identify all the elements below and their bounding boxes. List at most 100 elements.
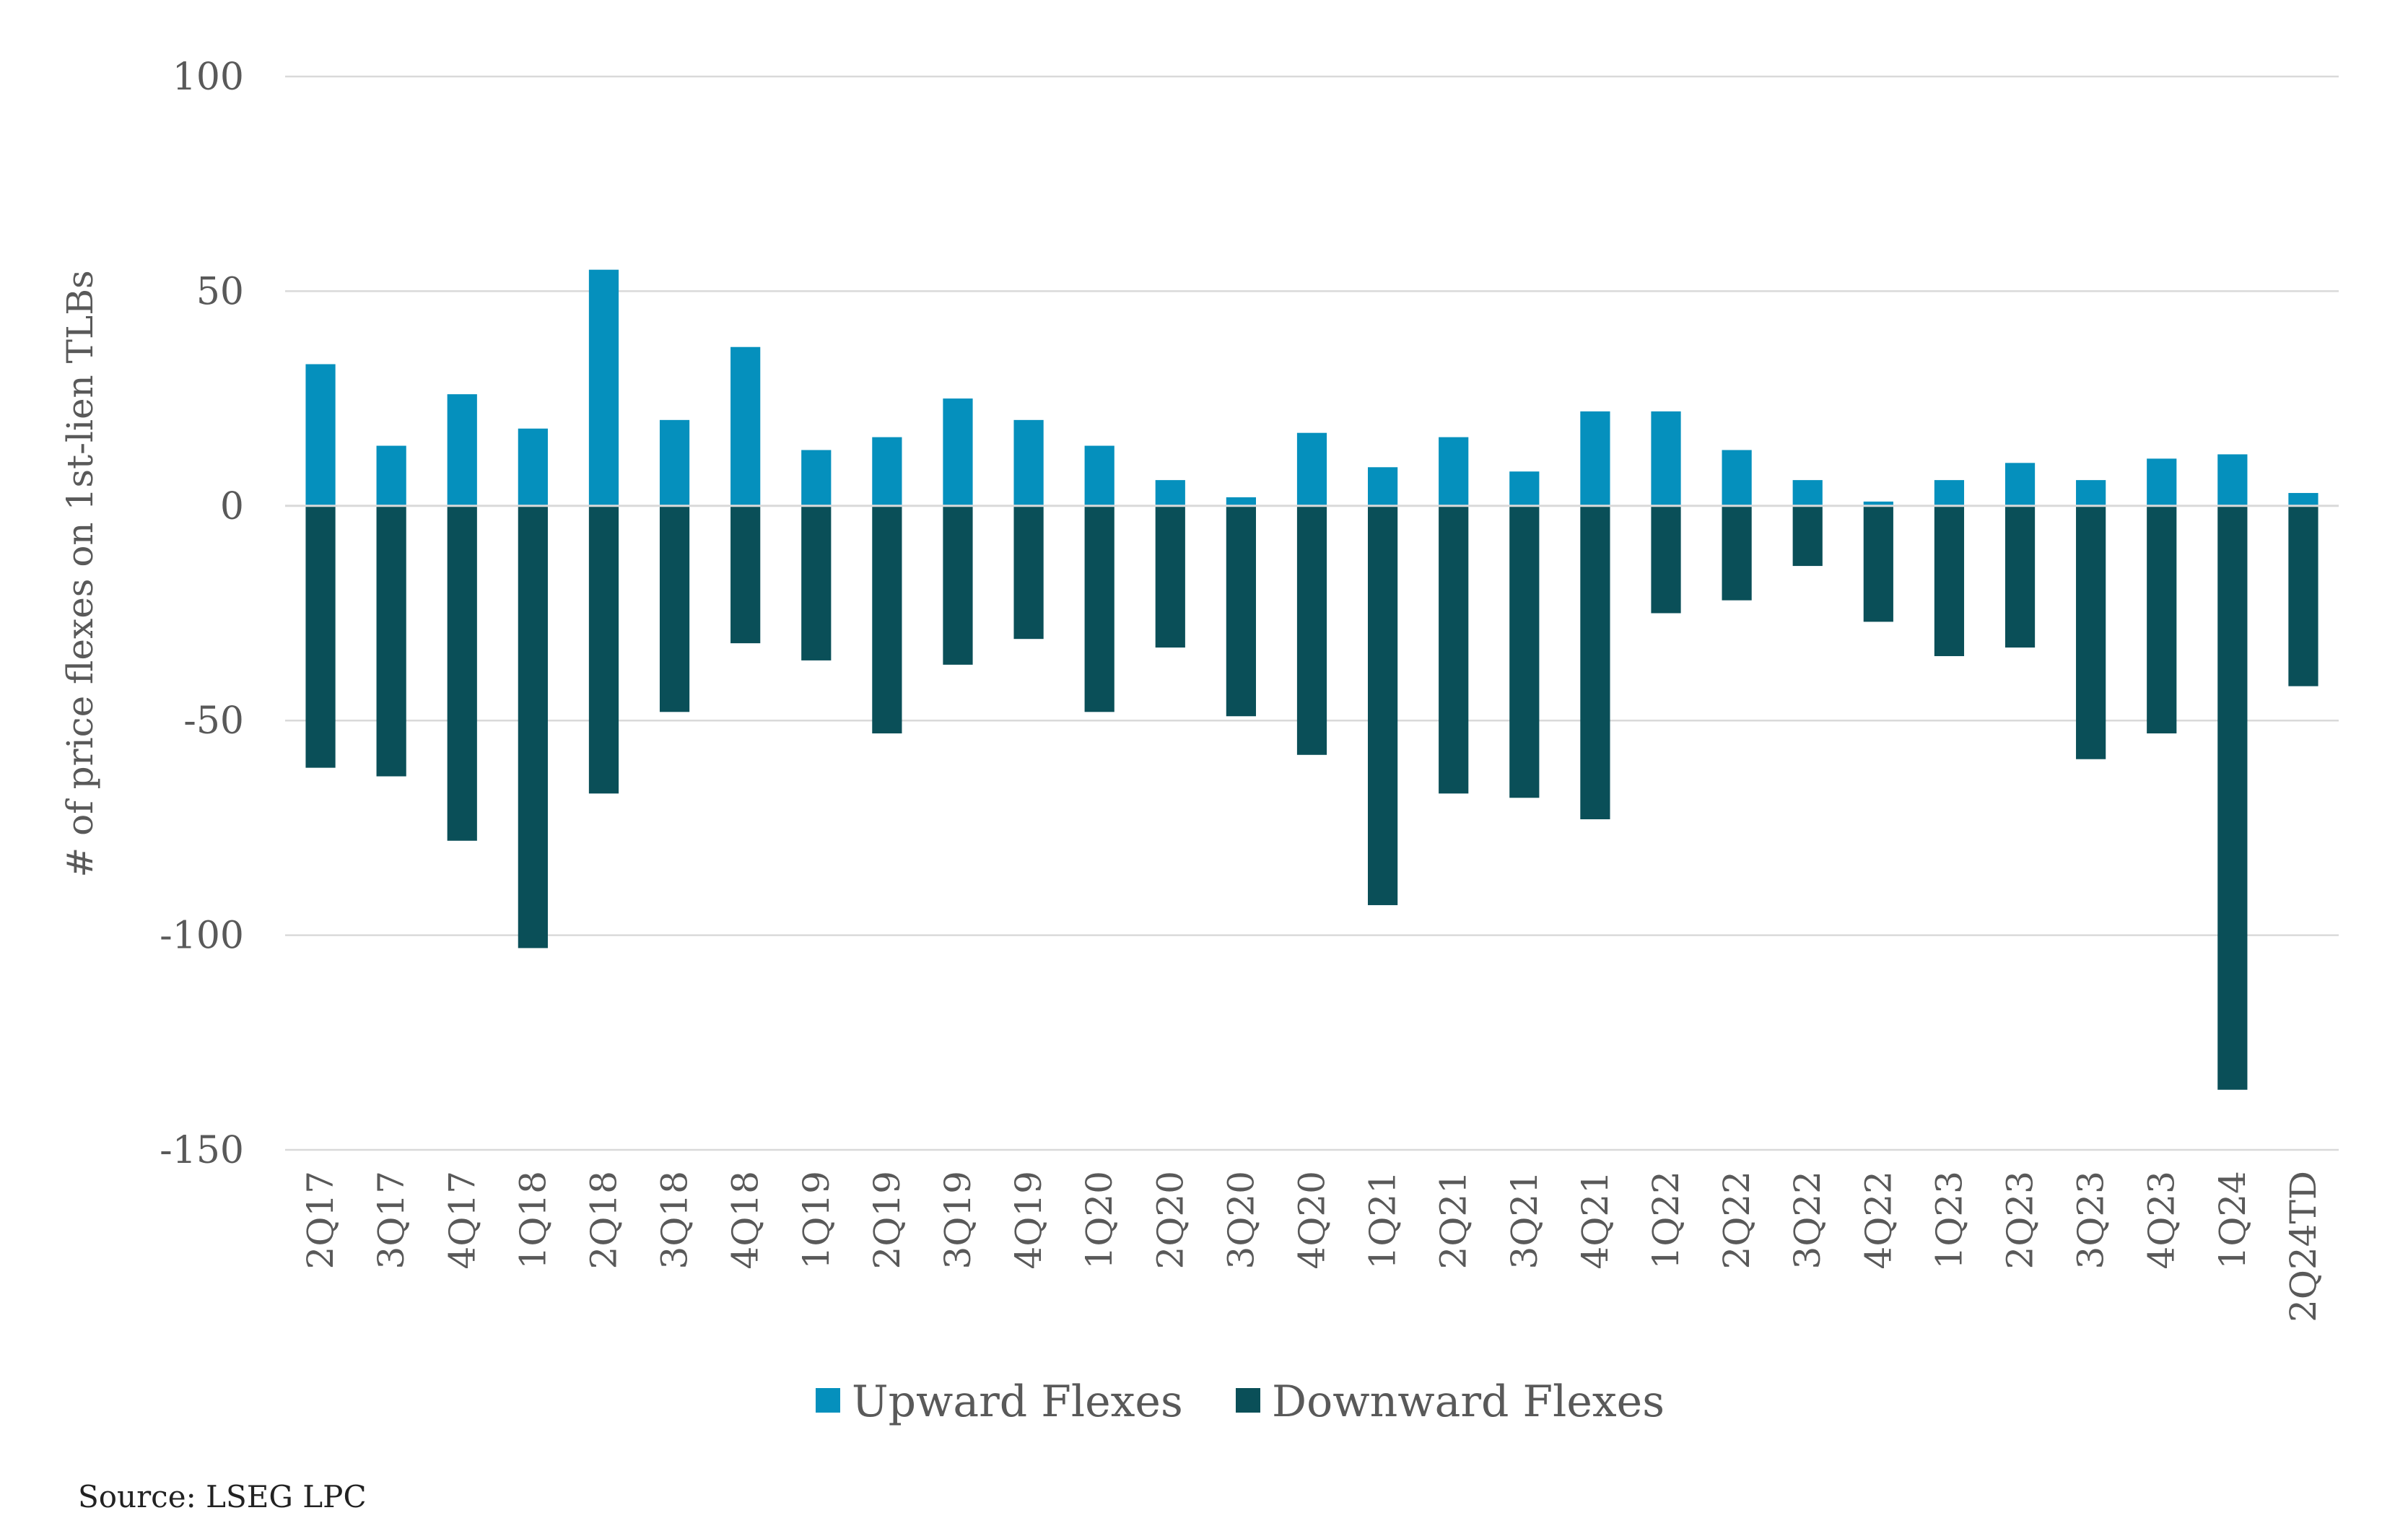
bar-downward-2Q18 (588, 505, 619, 794)
bar-downward-1Q24 (2217, 505, 2248, 1090)
legend-label-downward: Downward Flexes (1272, 1377, 1665, 1427)
bar-upward-2Q19 (872, 437, 902, 506)
bar-upward-1Q22 (1651, 411, 1681, 506)
x-category-label: 4Q21 (1574, 1171, 1616, 1269)
legend-label-upward: Upward Flexes (852, 1377, 1183, 1427)
x-category-label: 3Q23 (2070, 1171, 2112, 1269)
y-axis-ticks: 100 50 0 -50 -100 -150 (160, 56, 244, 1172)
bar-upward-1Q23 (1934, 480, 1965, 506)
bar-downward-1Q19 (801, 505, 832, 660)
x-category-label: 2Q21 (1433, 1171, 1475, 1269)
legend-swatch-downward (1236, 1388, 1260, 1413)
x-category-label: 1Q24 (2212, 1171, 2254, 1269)
legend-swatch-upward (816, 1388, 840, 1413)
bar-downward-2Q23 (2005, 505, 2036, 648)
x-category-label: 2Q20 (1149, 1171, 1191, 1269)
bar-upward-1Q19 (801, 450, 832, 506)
bar-upward-4Q21 (1580, 411, 1610, 506)
bar-downward-1Q18 (518, 505, 548, 948)
bar-upward-4Q17 (447, 394, 477, 506)
bar-upward-3Q22 (1792, 480, 1823, 506)
x-category-label: 1Q22 (1645, 1171, 1687, 1269)
x-category-label: 1Q21 (1362, 1171, 1404, 1269)
bar-downward-1Q22 (1651, 505, 1681, 614)
x-category-label: 2Q17 (300, 1171, 341, 1269)
bar-downward-3Q23 (2076, 505, 2106, 759)
bar-downward-1Q21 (1368, 505, 1398, 905)
x-category-label: 3Q18 (654, 1171, 696, 1269)
bar-upward-3Q20 (1226, 497, 1256, 506)
x-category-label: 2Q19 (866, 1171, 908, 1269)
bar-upward-2Q24TD (2288, 492, 2318, 506)
bar-upward-1Q24 (2217, 454, 2248, 506)
bar-downward-4Q23 (2147, 505, 2177, 734)
x-category-label: 1Q18 (512, 1171, 554, 1269)
x-category-label: 3Q22 (1787, 1171, 1828, 1269)
bar-upward-1Q20 (1084, 445, 1114, 506)
bar-upward-2Q22 (1722, 450, 1752, 506)
x-category-label: 4Q17 (441, 1171, 483, 1269)
y-tick-label: 0 (220, 485, 244, 528)
bar-downward-2Q21 (1439, 505, 1469, 794)
legend: Upward Flexes Downward Flexes (816, 1377, 1665, 1427)
x-category-label: 1Q23 (1928, 1171, 1970, 1269)
bar-downward-2Q20 (1155, 505, 1185, 648)
y-tick-label: -50 (183, 699, 244, 743)
bar-upward-3Q21 (1509, 471, 1540, 506)
x-category-label: 1Q20 (1078, 1171, 1120, 1269)
x-category-label: 1Q19 (795, 1171, 837, 1269)
bar-downward-3Q19 (943, 505, 973, 665)
bar-upward-2Q18 (588, 269, 619, 506)
bar-downward-2Q19 (872, 505, 902, 734)
bar-downward-4Q18 (730, 505, 761, 644)
bar-upward-4Q18 (730, 346, 761, 506)
bar-upward-2Q20 (1155, 480, 1185, 506)
bar-upward-3Q23 (2076, 480, 2106, 506)
y-tick-label: -150 (160, 1129, 244, 1172)
bar-upward-1Q18 (518, 428, 548, 506)
y-axis-title: # of price flexes on 1st-lien TLBs (59, 270, 101, 877)
x-category-label: 4Q19 (1008, 1171, 1050, 1269)
bar-upward-2Q23 (2005, 463, 2036, 506)
x-category-label: 4Q22 (1857, 1171, 1899, 1269)
bar-downward-3Q17 (376, 505, 406, 777)
x-category-label: 3Q17 (370, 1171, 412, 1269)
x-category-label: 4Q20 (1291, 1171, 1333, 1269)
bar-upward-2Q17 (305, 364, 336, 506)
x-category-label: 2Q23 (1999, 1171, 2041, 1269)
y-tick-label: 50 (196, 270, 244, 313)
bar-downward-3Q21 (1509, 505, 1540, 798)
x-axis-categories: 2Q17 3Q17 4Q17 1Q18 2Q18 3Q18 4Q18 1Q19 2Q19 3Q19… (300, 1171, 2324, 1322)
bar-upward-3Q17 (376, 445, 406, 506)
bar-downward-2Q22 (1722, 505, 1752, 601)
bar-upward-3Q19 (943, 398, 973, 506)
bar-downward-3Q18 (659, 505, 690, 712)
x-category-label: 3Q19 (937, 1171, 979, 1269)
x-category-label: 2Q22 (1716, 1171, 1758, 1269)
bar-downward-3Q20 (1226, 505, 1256, 717)
bar-downward-2Q24TD (2288, 505, 2318, 686)
source-note: Source: LSEG LPC (78, 1479, 367, 1514)
bar-downward-4Q22 (1863, 505, 1893, 622)
x-category-label: 4Q23 (2141, 1171, 2183, 1269)
x-category-label: 2Q24TD (2282, 1171, 2324, 1322)
bar-upward-3Q18 (659, 419, 690, 506)
bar-downward-2Q17 (305, 505, 336, 768)
bar-downward-4Q20 (1296, 505, 1327, 755)
bar-downward-4Q17 (447, 505, 477, 841)
bar-downward-3Q22 (1792, 505, 1823, 567)
x-category-label: 3Q21 (1504, 1171, 1545, 1269)
y-tick-label: -100 (160, 915, 244, 958)
x-category-label: 3Q20 (1220, 1171, 1262, 1269)
bars (285, 269, 2339, 1090)
x-category-label: 4Q18 (725, 1171, 767, 1269)
bar-upward-4Q23 (2147, 458, 2177, 506)
bar-downward-4Q19 (1013, 505, 1044, 640)
bar-upward-4Q22 (1863, 501, 1893, 506)
bar-downward-1Q20 (1084, 505, 1114, 712)
bar-upward-4Q20 (1296, 432, 1327, 506)
bar-downward-1Q23 (1934, 505, 1965, 656)
bar-upward-2Q21 (1439, 437, 1469, 506)
bar-upward-4Q19 (1013, 419, 1044, 506)
